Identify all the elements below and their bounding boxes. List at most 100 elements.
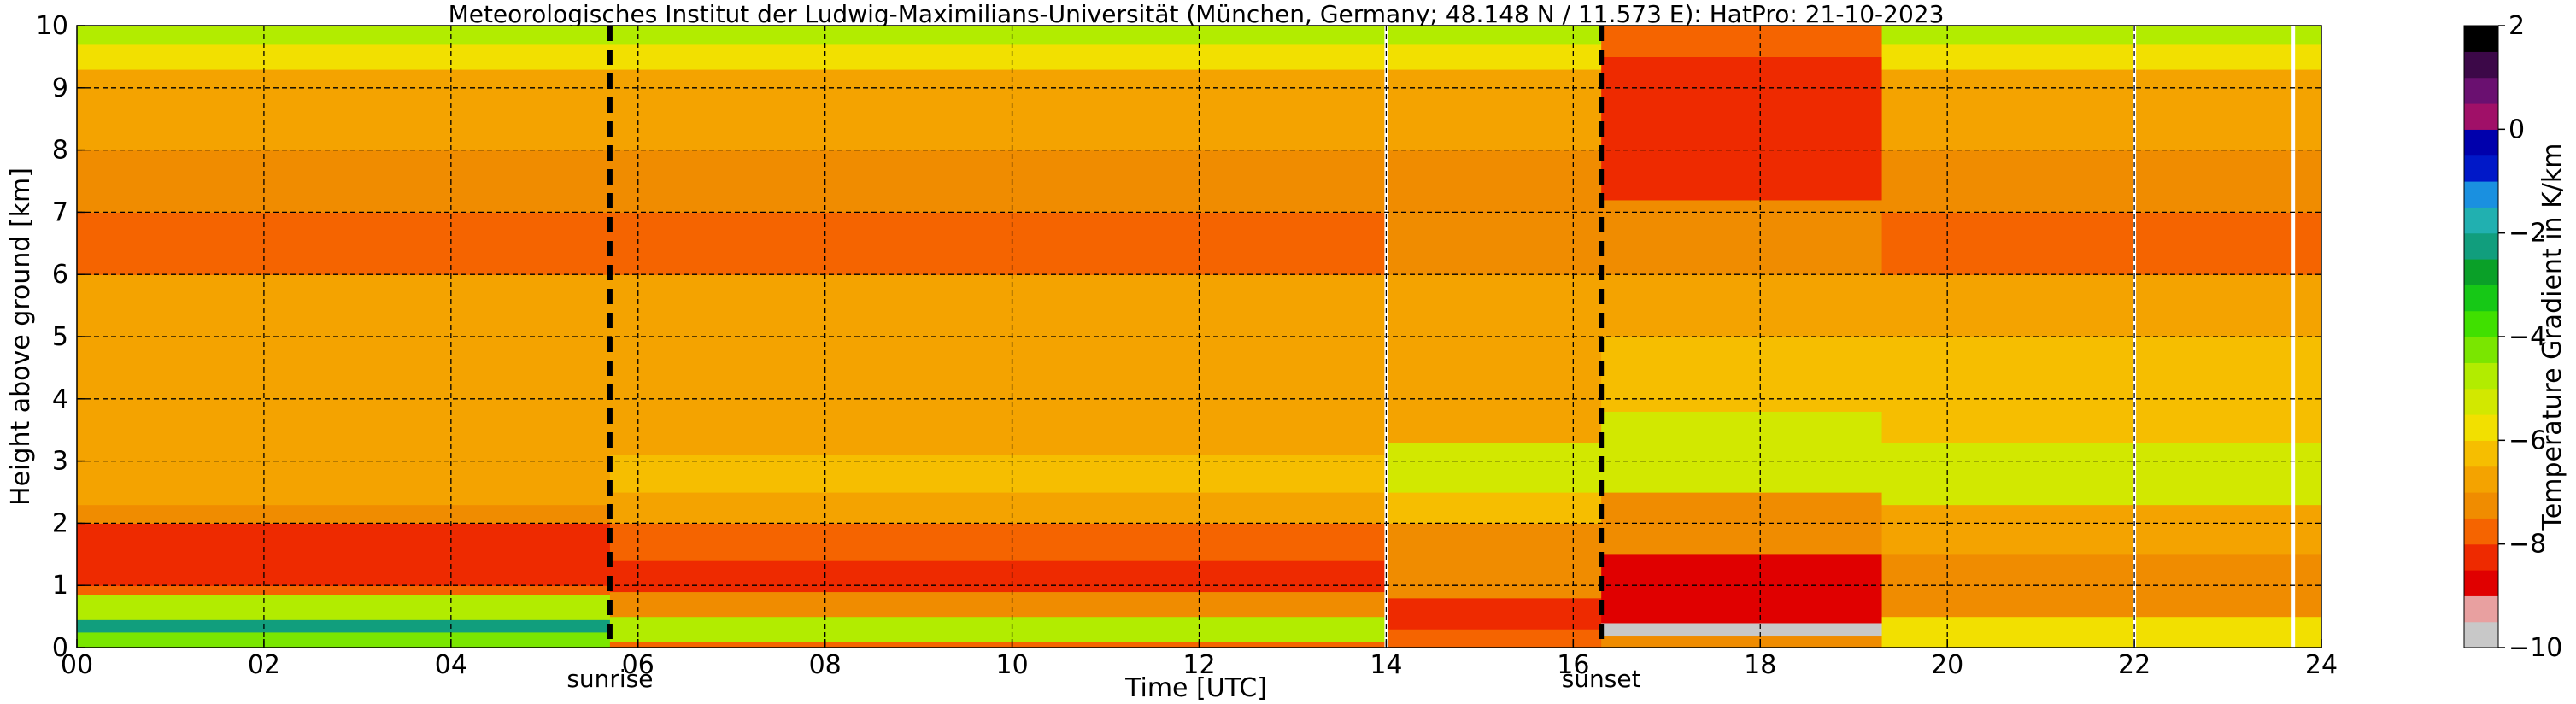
colorbar-swatch xyxy=(2464,518,2498,545)
field-cell xyxy=(1601,56,1883,201)
field-cell xyxy=(77,631,611,648)
marker-label-sunrise: sunrise xyxy=(566,665,653,693)
field-cell xyxy=(1881,616,2321,648)
field-cell xyxy=(1601,622,1883,637)
field-cell xyxy=(1386,442,1602,493)
field-cell xyxy=(609,68,1388,89)
field-cell xyxy=(1386,212,1602,275)
field-cell xyxy=(1601,199,1883,275)
field-cell xyxy=(1881,504,2321,555)
field-cell xyxy=(609,44,1388,70)
x-tick-label: 00 xyxy=(61,650,93,680)
y-tick-label: 8 xyxy=(52,136,68,166)
field-cell xyxy=(1386,26,1602,45)
field-cell xyxy=(1601,26,1883,57)
colorbar-swatch xyxy=(2464,155,2498,182)
colorbar-tick-label: −10 xyxy=(2509,633,2562,663)
chart-title: Meteorologisches Institut der Ludwig-Max… xyxy=(449,0,1945,28)
field-cell xyxy=(1601,337,1883,412)
colorbar-swatch xyxy=(2464,440,2498,467)
field-cell xyxy=(609,26,1388,45)
colorbar-swatch xyxy=(2464,621,2498,648)
field-cell xyxy=(77,44,611,70)
x-tick-label: 10 xyxy=(995,650,1028,680)
colorbar-swatch xyxy=(2464,310,2498,337)
colorbar-tick-label: −6 xyxy=(2509,425,2546,455)
field-cell xyxy=(77,26,611,45)
field-cell xyxy=(1386,274,1602,337)
event-markers: sunrise sunset xyxy=(566,26,1641,693)
y-tick-label: 4 xyxy=(52,384,68,414)
field-cell xyxy=(1881,212,2321,275)
y-tick-label: 9 xyxy=(52,73,68,103)
field-cell xyxy=(609,591,1388,618)
field-cell xyxy=(1386,629,1602,648)
field-cell xyxy=(1386,492,1602,524)
colorbar-tick-label: 2 xyxy=(2509,11,2525,41)
colorbar-swatch xyxy=(2464,595,2498,623)
field-cell xyxy=(77,619,611,633)
colorbar-tick-label: −2 xyxy=(2509,219,2546,249)
colorbar-swatch xyxy=(2464,543,2498,571)
colorbar-swatch xyxy=(2464,26,2498,52)
x-tick-label: 06 xyxy=(622,650,654,680)
field-cell xyxy=(77,595,611,620)
grid-lines xyxy=(77,26,2321,648)
field-cell xyxy=(609,560,1388,593)
colorbar-swatch xyxy=(2464,129,2498,156)
colorbar-tick-label: −8 xyxy=(2509,530,2546,560)
colorbar-tick-label: −4 xyxy=(2509,322,2546,352)
colorbar-swatch xyxy=(2464,570,2498,596)
field-cell xyxy=(77,212,611,275)
colorbar-label: Temperature Gradient in K/km xyxy=(2538,144,2567,531)
x-tick-label: 24 xyxy=(2305,650,2338,680)
field-cell xyxy=(1386,597,1602,630)
y-axis-label: Height above ground [km] xyxy=(6,167,36,506)
field-cell xyxy=(1881,442,2321,506)
field-cell xyxy=(1386,523,1602,599)
y-tick-label: 1 xyxy=(52,571,68,601)
colorbar-swatch xyxy=(2464,232,2498,260)
field-cell xyxy=(1881,150,2321,213)
field-cell xyxy=(1386,337,1602,443)
colorbar-tick-label: 0 xyxy=(2509,114,2525,144)
field-cell xyxy=(1881,68,2321,89)
colorbar-swatch xyxy=(2464,337,2498,363)
marker-label-sunset: sunset xyxy=(1562,665,1641,693)
field-cell xyxy=(609,523,1388,561)
x-tick-label: 14 xyxy=(1370,650,1402,680)
field-cell xyxy=(609,87,1388,151)
field-cell xyxy=(77,150,611,213)
field-cell xyxy=(609,212,1388,275)
colorbar-swatch xyxy=(2464,492,2498,519)
colorbar-swatch xyxy=(2464,285,2498,312)
x-tick-label: 04 xyxy=(435,650,467,680)
y-tick-label: 0 xyxy=(52,633,68,663)
field-cell xyxy=(1601,635,1883,648)
field-cell xyxy=(77,87,611,151)
field-cell xyxy=(609,150,1388,213)
field-cell xyxy=(1386,44,1602,70)
x-tick-label: 16 xyxy=(1557,650,1589,680)
colorbar-swatch xyxy=(2464,362,2498,390)
colorbar-swatch xyxy=(2464,77,2498,104)
colorbar-swatch xyxy=(2464,207,2498,234)
field-cell xyxy=(1881,44,2321,70)
field-cell xyxy=(1601,274,1883,337)
x-tick-label: 08 xyxy=(809,650,842,680)
field-cell xyxy=(1881,87,2321,151)
y-tick-label: 10 xyxy=(36,11,68,41)
x-axis: 00 02 04 06 08 10 12 14 16 18 20 22 24 xyxy=(61,639,2338,680)
field-cell xyxy=(77,585,611,595)
field-cell xyxy=(77,461,611,506)
y-axis: 0 1 2 3 4 5 6 7 8 9 10 xyxy=(36,11,85,663)
y-tick-label: 3 xyxy=(52,447,68,477)
colorbar: 2 0 −2 −4 −6 −8 −10 xyxy=(2463,11,2562,663)
y-tick-label: 5 xyxy=(52,322,68,352)
colorbar-swatch xyxy=(2464,414,2498,441)
field-cell xyxy=(609,274,1388,337)
field-cell xyxy=(1881,26,2321,45)
field-cell xyxy=(1881,274,2321,337)
field-cell xyxy=(609,337,1388,455)
